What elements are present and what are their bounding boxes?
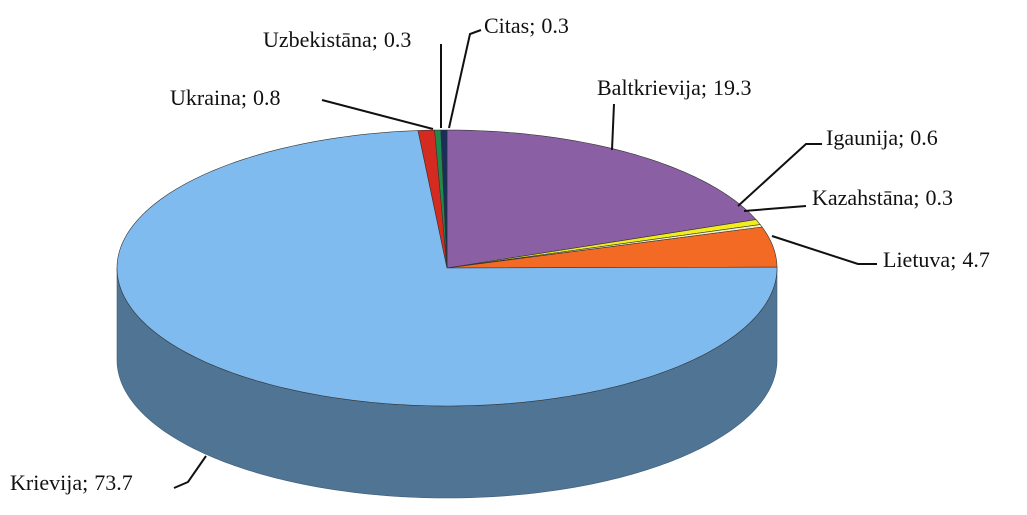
slice bbox=[440, 129, 448, 269]
leader-line bbox=[771, 235, 877, 265]
label-separator: ; bbox=[241, 85, 247, 110]
label-separator: ; bbox=[82, 470, 88, 495]
label-category: Baltkrievija bbox=[597, 75, 701, 100]
slice-label: Citas; 0.3 bbox=[484, 13, 569, 38]
label-value: 0.3 bbox=[541, 13, 569, 38]
slice-label: Ukraina; 0.8 bbox=[170, 85, 280, 110]
leader-line bbox=[321, 99, 434, 130]
label-value: 19.3 bbox=[713, 75, 752, 100]
slice bbox=[116, 130, 778, 407]
leader-line bbox=[173, 455, 207, 489]
slice-label: Uzbekistāna; 0.3 bbox=[263, 27, 411, 52]
leader-line bbox=[743, 205, 807, 212]
slice-label: Krievija; 73.7 bbox=[10, 470, 133, 495]
label-category: Lietuva bbox=[883, 247, 950, 272]
slice-label: Kazahstāna; 0.3 bbox=[812, 185, 953, 210]
leader-line bbox=[737, 143, 822, 207]
label-category: Uzbekistāna bbox=[263, 27, 372, 52]
slice bbox=[446, 129, 757, 269]
label-value: 73.7 bbox=[94, 470, 133, 495]
leader-line bbox=[611, 103, 615, 151]
slice-label: Baltkrievija; 19.3 bbox=[597, 75, 751, 100]
label-category: Kazahstāna bbox=[812, 185, 914, 210]
label-separator: ; bbox=[898, 125, 904, 150]
label-separator: ; bbox=[529, 13, 535, 38]
label-value: 0.6 bbox=[910, 125, 938, 150]
label-separator: ; bbox=[372, 27, 378, 52]
label-separator: ; bbox=[950, 247, 956, 272]
slice bbox=[446, 226, 778, 269]
label-category: Ukraina bbox=[170, 85, 241, 110]
label-value: 0.3 bbox=[926, 185, 954, 210]
leader-line bbox=[448, 29, 482, 129]
label-value: 4.7 bbox=[962, 247, 990, 272]
label-separator: ; bbox=[913, 185, 919, 210]
label-category: Krievija bbox=[10, 470, 82, 495]
label-value: 0.3 bbox=[384, 27, 412, 52]
label-category: Igaunija bbox=[826, 125, 898, 150]
label-value: 0.8 bbox=[253, 85, 281, 110]
slice-label: Lietuva; 4.7 bbox=[883, 247, 990, 272]
label-category: Citas bbox=[484, 13, 529, 38]
label-separator: ; bbox=[701, 75, 707, 100]
slice-label: Igaunija; 0.6 bbox=[826, 125, 938, 150]
